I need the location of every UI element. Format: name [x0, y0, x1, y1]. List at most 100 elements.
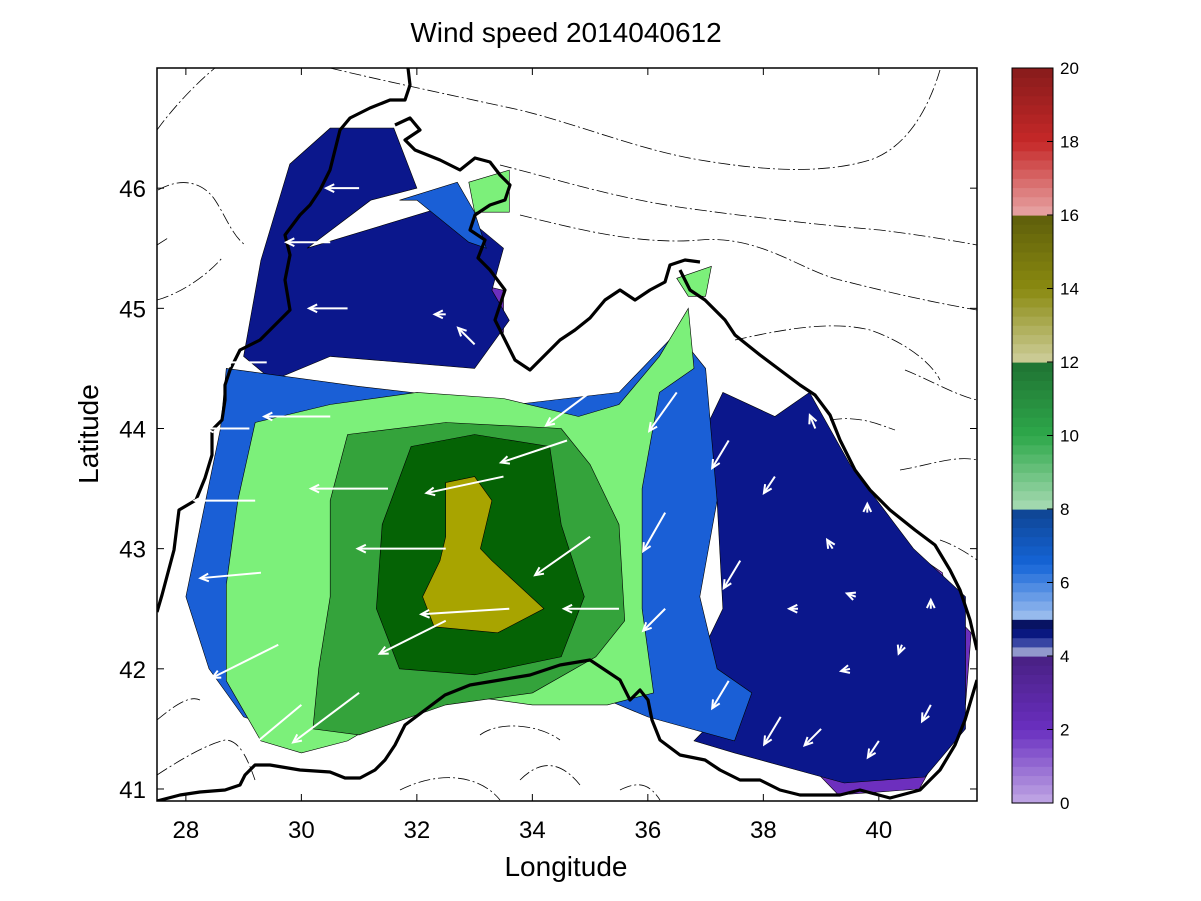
colorbar-band: [1012, 362, 1053, 372]
colorbar-tick-label: 16: [1060, 206, 1079, 225]
pressure-isoline: [157, 68, 216, 131]
colorbar-band: [1012, 426, 1053, 437]
wind-vector: [862, 501, 873, 513]
y-tick-label: 43: [119, 537, 146, 564]
wind-vector: [896, 644, 906, 656]
pressure-isoline: [939, 539, 977, 561]
colorbar-tick-label: 4: [1060, 647, 1069, 666]
wind-vector: [432, 309, 446, 320]
colorbar-band: [1012, 527, 1053, 538]
colorbar-band: [1012, 564, 1053, 574]
colorbar-band: [1012, 573, 1053, 584]
wind-vector: [808, 413, 818, 429]
pressure-isolines: [157, 68, 977, 801]
wind-vector: [291, 692, 360, 744]
wind-vector: [920, 704, 932, 724]
colorbar-band: [1012, 435, 1053, 446]
colorbar-band: [1012, 371, 1053, 381]
colorbar-band: [1012, 398, 1053, 409]
wind-vector: [866, 740, 880, 760]
colorbar-band: [1012, 665, 1053, 675]
colorbar-band: [1012, 352, 1053, 363]
colorbar: [1011, 67, 1054, 804]
wind-vector: [641, 608, 666, 633]
colorbar-band: [1012, 472, 1053, 483]
colorbar-band: [1012, 288, 1053, 299]
wind-vector: [192, 495, 256, 506]
x-axis-title: Longitude: [504, 851, 627, 882]
wind-vector: [323, 183, 360, 193]
colorbar-band: [1012, 306, 1053, 317]
colorbar-band: [1012, 178, 1053, 189]
pressure-isoline: [619, 784, 661, 801]
wind-vector: [261, 411, 331, 422]
colorbar-band: [1012, 554, 1053, 565]
colorbar-band: [1012, 536, 1053, 547]
colorbar-band: [1012, 123, 1053, 133]
wind-vectors: [192, 183, 936, 762]
wind-vector: [844, 591, 857, 601]
x-tick-label: 28: [173, 817, 200, 844]
contour-region-level-12: [422, 476, 545, 634]
coastline-west-north: [157, 68, 412, 613]
coastline-south: [157, 658, 977, 801]
wind-vector: [722, 560, 742, 591]
x-tick-label: 40: [865, 817, 892, 844]
wind-vector: [561, 603, 619, 614]
colorbar-band: [1012, 701, 1053, 712]
colorbar-band: [1012, 499, 1053, 510]
x-tick-label: 38: [750, 817, 777, 844]
colorbar-band: [1012, 637, 1053, 648]
wind-vector: [203, 423, 250, 434]
wind-vector: [308, 483, 388, 494]
colorbar-band: [1012, 793, 1053, 804]
colorbar-band: [1012, 132, 1053, 143]
colorbar-tick-label: 6: [1060, 574, 1069, 593]
colorbar-band: [1012, 389, 1053, 400]
colorbar-tick-label: 8: [1060, 500, 1069, 519]
wind-vector: [544, 391, 591, 427]
plot-area: [156, 67, 978, 802]
colorbar-band: [1012, 711, 1053, 721]
x-tick-label: 30: [288, 817, 315, 844]
pressure-isoline: [157, 257, 223, 301]
colorbar-band: [1012, 95, 1053, 106]
colorbar-band: [1012, 279, 1053, 290]
colorbar-band: [1012, 297, 1053, 308]
colorbar-band: [1012, 481, 1053, 492]
colorbar-tick-label: 20: [1060, 59, 1079, 78]
colorbar-band: [1012, 215, 1053, 225]
pressure-isoline: [499, 164, 977, 246]
y-tick-label: 44: [119, 416, 146, 443]
colorbar-band: [1012, 242, 1053, 253]
wind-vector: [590, 319, 626, 378]
colorbar-band: [1012, 757, 1053, 767]
colorbar-band: [1012, 766, 1053, 777]
y-tick-label: 42: [119, 657, 146, 684]
colorbar-band: [1012, 738, 1053, 749]
x-tick-label: 34: [519, 817, 546, 844]
pressure-isoline: [519, 765, 581, 786]
wind-vector: [762, 716, 782, 747]
wind-vector: [424, 475, 504, 497]
coastline: [157, 68, 977, 801]
wind-vector: [925, 597, 936, 609]
wind-vector: [711, 680, 730, 711]
coastline-azov-east: [678, 269, 977, 651]
colorbar-band: [1012, 591, 1053, 602]
pressure-isoline: [157, 698, 201, 721]
wind-speed-contours: [185, 127, 972, 796]
y-axis-title: Latitude: [73, 384, 104, 484]
wind-vector: [498, 439, 568, 465]
wind-vector: [642, 512, 667, 554]
wind-vector: [838, 664, 851, 674]
wind-vector: [416, 374, 435, 394]
colorbar-band: [1012, 251, 1053, 262]
wind-vector: [233, 704, 303, 762]
colorbar-band: [1012, 86, 1053, 97]
colorbar-band: [1012, 692, 1053, 703]
colorbar-band: [1012, 720, 1053, 731]
wind-vector: [306, 303, 348, 314]
pressure-isoline: [479, 725, 561, 741]
pressure-isoline: [329, 68, 941, 170]
